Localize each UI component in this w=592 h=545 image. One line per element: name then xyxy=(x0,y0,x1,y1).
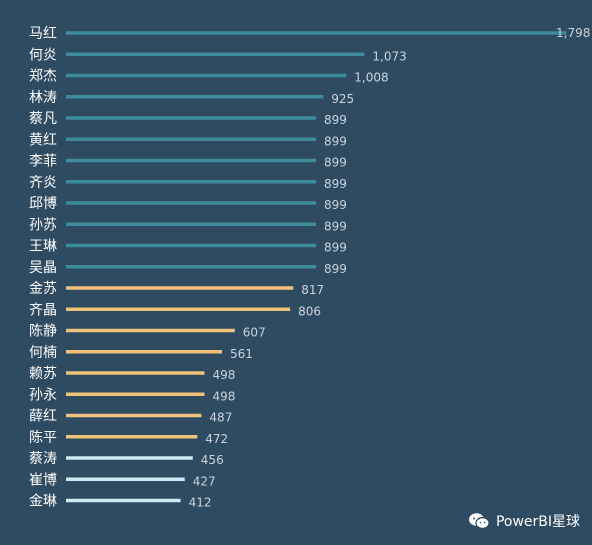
category-label: 黄红 xyxy=(29,131,57,148)
bar[interactable] xyxy=(66,180,316,184)
category-label: 蔡凡 xyxy=(29,111,57,127)
category-label: 李菲 xyxy=(29,154,57,170)
value-label: 925 xyxy=(331,92,354,106)
value-label: 472 xyxy=(205,432,228,446)
category-label: 齐炎 xyxy=(29,175,57,191)
bar[interactable] xyxy=(66,371,205,375)
bar[interactable] xyxy=(66,435,198,439)
bar[interactable] xyxy=(66,222,316,227)
category-label: 郑杰 xyxy=(29,69,57,85)
bar[interactable] xyxy=(66,73,347,78)
value-label: 899 xyxy=(324,134,347,148)
bar[interactable] xyxy=(66,265,316,269)
value-label: 607 xyxy=(243,326,266,340)
category-label: 孙永 xyxy=(29,387,57,403)
value-label: 1,073 xyxy=(372,49,406,63)
value-label: 1,008 xyxy=(354,71,388,85)
category-label: 蔡涛 xyxy=(29,451,57,467)
value-label: 427 xyxy=(193,474,216,488)
category-label: 邱博 xyxy=(29,195,57,212)
value-label: 561 xyxy=(230,347,253,361)
value-label: 456 xyxy=(201,453,224,467)
category-label: 薛红 xyxy=(29,409,57,425)
bar[interactable] xyxy=(66,286,294,290)
category-label: 何楠 xyxy=(29,345,57,361)
value-label: 899 xyxy=(324,156,347,170)
category-label: 金琳 xyxy=(29,494,57,510)
bar[interactable] xyxy=(66,350,223,354)
category-label: 陈平 xyxy=(29,429,57,446)
value-label: 1,798 xyxy=(556,26,590,40)
bar[interactable] xyxy=(66,498,181,503)
bar[interactable] xyxy=(66,158,316,163)
value-label: 899 xyxy=(324,177,347,191)
bar[interactable] xyxy=(66,52,365,57)
bar[interactable] xyxy=(66,201,316,205)
watermark: PowerBI星球 xyxy=(468,511,580,531)
value-label: 899 xyxy=(324,241,347,255)
value-label: 498 xyxy=(212,389,235,403)
bar[interactable] xyxy=(66,328,235,333)
category-label: 齐晶 xyxy=(29,302,57,318)
category-label: 崔博 xyxy=(29,471,57,488)
value-label: 899 xyxy=(324,262,347,276)
wechat-icon xyxy=(468,513,490,530)
category-label: 何炎 xyxy=(29,47,57,63)
category-label: 王琳 xyxy=(29,239,57,255)
bar[interactable] xyxy=(66,137,316,142)
value-label: 412 xyxy=(189,496,212,510)
bar[interactable] xyxy=(66,31,566,35)
bar[interactable] xyxy=(66,456,193,460)
category-label: 林涛 xyxy=(29,90,57,106)
bar[interactable] xyxy=(66,392,205,397)
value-label: 487 xyxy=(209,411,232,425)
bar[interactable] xyxy=(66,413,202,418)
bar[interactable] xyxy=(66,95,324,99)
value-label: 899 xyxy=(324,113,347,127)
category-label: 吴晶 xyxy=(29,260,57,276)
category-label: 马红 xyxy=(29,26,57,42)
value-label: 899 xyxy=(324,198,347,212)
category-label: 孙苏 xyxy=(29,217,57,233)
value-label: 806 xyxy=(298,304,321,318)
category-label: 陈静 xyxy=(29,323,57,340)
watermark-text: PowerBI星球 xyxy=(495,514,580,530)
value-label: 498 xyxy=(212,368,235,382)
category-label: 赖苏 xyxy=(29,366,57,382)
bar[interactable] xyxy=(66,307,291,312)
bar[interactable] xyxy=(66,477,185,482)
category-label: 金苏 xyxy=(29,281,57,297)
bar[interactable] xyxy=(66,116,316,120)
bar[interactable] xyxy=(66,243,316,248)
value-label: 899 xyxy=(324,219,347,233)
value-label: 817 xyxy=(301,283,324,297)
